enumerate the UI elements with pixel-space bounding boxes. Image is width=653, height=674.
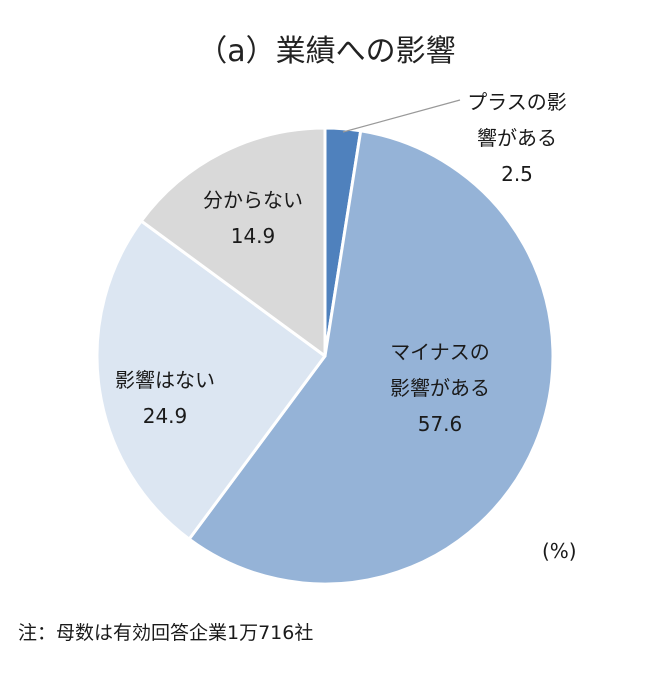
chart-title: （a）業績への影響	[197, 34, 456, 69]
slice-label-minus-line1: マイナスの	[390, 340, 490, 364]
slice-none	[95, 219, 327, 541]
slice-label-plus-line1: プラスの影	[467, 90, 567, 114]
slice-value-minus: 57.6	[417, 412, 463, 436]
slice-label-unknown-line1: 分からない	[203, 188, 303, 212]
slice-value-unknown: 14.9	[230, 224, 276, 248]
unit-label: (%)	[542, 539, 577, 563]
slice-value-none: 24.9	[142, 404, 188, 428]
slice-label-minus-line2: 影響がある	[390, 376, 490, 400]
slice-minus	[187, 129, 555, 586]
slice-value-plus: 2.5	[501, 162, 533, 186]
slice-label-minus: マイナスの 影響がある 57.6	[370, 334, 510, 442]
slice-label-plus: プラスの影 響がある 2.5	[462, 84, 572, 192]
leader-line	[342, 99, 461, 133]
slice-unknown	[139, 126, 327, 358]
slice-label-none: 影響はない 24.9	[95, 362, 235, 434]
slice-label-plus-line2: 響がある	[477, 126, 557, 150]
slice-label-unknown: 分からない 14.9	[183, 182, 323, 254]
slice-label-none-line1: 影響はない	[115, 368, 215, 392]
footnote: 注：母数は有効回答企業1万716社	[18, 622, 314, 644]
